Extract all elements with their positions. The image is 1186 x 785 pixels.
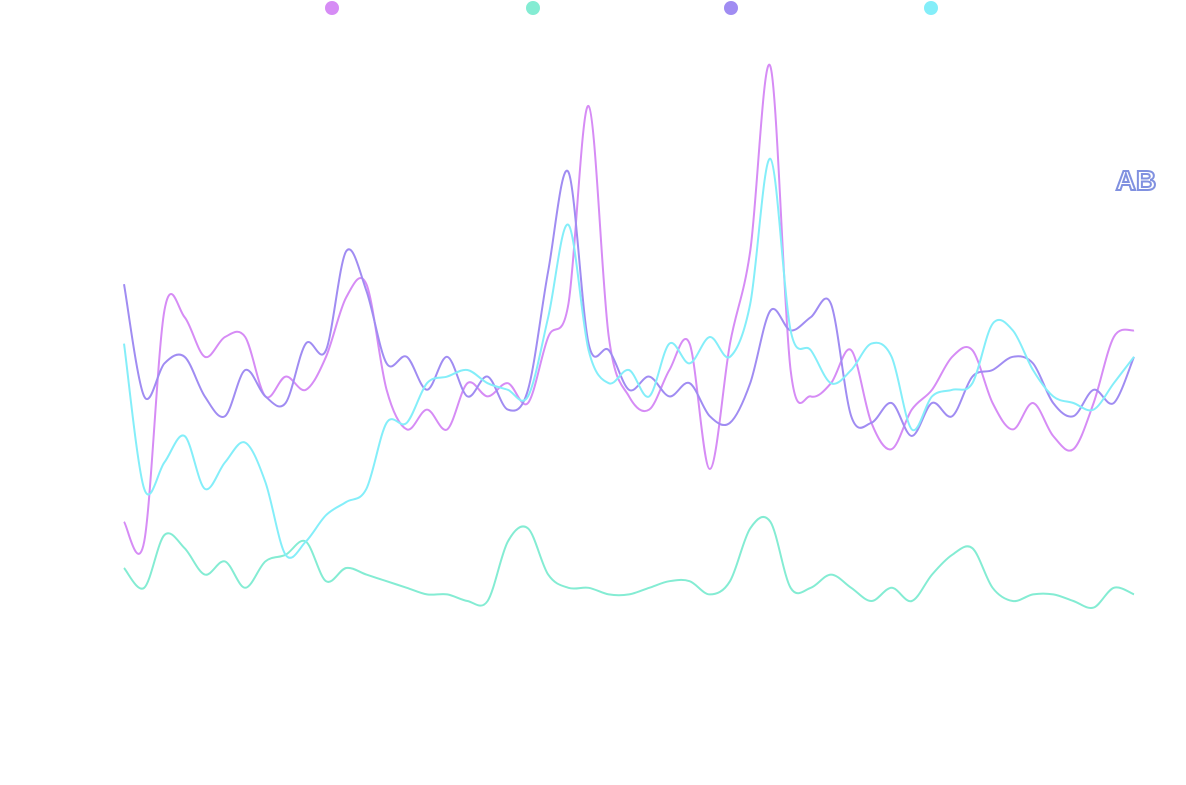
watermark-logo: AB — [1115, 164, 1157, 197]
legend-marker-2[interactable] — [526, 1, 540, 15]
series-line-2 — [123, 515, 1135, 610]
series-line-4 — [123, 157, 1135, 559]
legend-marker-3[interactable] — [724, 1, 738, 15]
legend-marker-4[interactable] — [924, 1, 938, 15]
series-layer — [123, 63, 1135, 610]
watermark-text: AB — [1116, 165, 1156, 196]
legend-marker-1[interactable] — [325, 1, 339, 15]
legend — [325, 1, 938, 15]
series-line-1 — [123, 63, 1135, 555]
series-line-3 — [123, 169, 1135, 437]
